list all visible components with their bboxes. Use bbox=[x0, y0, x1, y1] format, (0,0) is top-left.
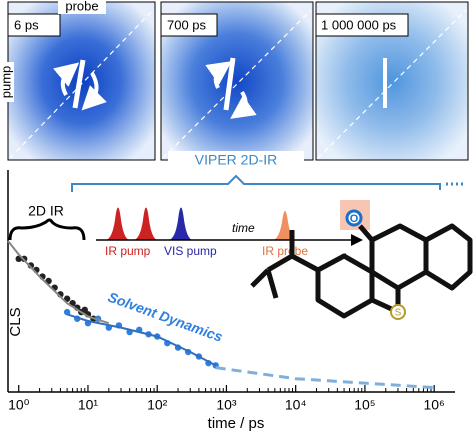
diagonal bbox=[317, 9, 467, 159]
pulse-label: time bbox=[232, 221, 255, 235]
ring bbox=[369, 223, 429, 291]
panel-label: 700 ps bbox=[167, 17, 207, 32]
atom-label: O bbox=[350, 213, 359, 225]
rotation-arrow bbox=[205, 61, 232, 89]
pump-label: pump bbox=[0, 66, 13, 99]
diagonal bbox=[162, 9, 312, 159]
series-label: VIPER 2D-IR bbox=[195, 152, 277, 168]
ring bbox=[315, 253, 375, 319]
data-point bbox=[81, 306, 88, 314]
label-box bbox=[315, 13, 409, 37]
x-tick-label: 10⁵ bbox=[354, 397, 375, 413]
y-axis-label: CLS bbox=[7, 307, 24, 336]
x-tick-label: 10⁴ bbox=[285, 397, 307, 413]
rotation-arrow bbox=[53, 62, 80, 96]
label-bg bbox=[58, 0, 106, 14]
fit-line bbox=[7, 240, 110, 325]
x-axis-label: time / ps bbox=[208, 415, 265, 432]
x-tick-label: 10² bbox=[147, 397, 168, 413]
pulse-label: VIS pump bbox=[164, 244, 217, 258]
atom bbox=[390, 304, 406, 320]
label-box bbox=[7, 13, 61, 37]
annotation: Solvent Dynamics bbox=[106, 289, 225, 345]
pulse-label: IR probe bbox=[262, 244, 308, 258]
pulse bbox=[133, 207, 158, 240]
label-box bbox=[160, 13, 218, 37]
bracket bbox=[71, 174, 441, 192]
ring bbox=[424, 223, 473, 291]
panel-label: 1 000 000 ps bbox=[321, 17, 397, 32]
pulse bbox=[272, 211, 297, 240]
label-bg bbox=[168, 151, 304, 169]
plot-area: 10⁰ 10¹ 10² 10³ 10⁴ 10⁵ 10⁶ bbox=[7, 240, 445, 413]
bond bbox=[250, 230, 320, 299]
x-tick-label: 10³ bbox=[216, 397, 237, 413]
panel-label: 6 ps bbox=[14, 17, 39, 32]
brace bbox=[8, 218, 86, 241]
rotation-arrow bbox=[230, 90, 257, 119]
pulse-sequence: IR pump VIS pump time IR probe bbox=[96, 207, 363, 258]
x-tick-label: 10⁰ bbox=[8, 397, 30, 413]
pulse bbox=[168, 207, 193, 240]
rotation-arrow bbox=[81, 71, 107, 111]
atom-label: S bbox=[395, 308, 402, 319]
data-point bbox=[63, 308, 71, 316]
probe-label: probe bbox=[65, 0, 98, 13]
series-label: 2D IR bbox=[28, 203, 64, 219]
label-bg bbox=[0, 62, 14, 102]
spectra-panels: 6 ps 700 ps 1 000 000 ps probe pump bbox=[0, 0, 469, 161]
fit-line bbox=[66, 313, 217, 367]
x-tick-label: 10¹ bbox=[78, 397, 99, 413]
extrapolation-line bbox=[215, 366, 435, 390]
x-tick-label: 10⁶ bbox=[423, 397, 444, 413]
atom bbox=[345, 209, 363, 227]
pulse bbox=[105, 207, 130, 240]
pulse-label: IR pump bbox=[105, 244, 151, 258]
bond bbox=[358, 224, 374, 242]
